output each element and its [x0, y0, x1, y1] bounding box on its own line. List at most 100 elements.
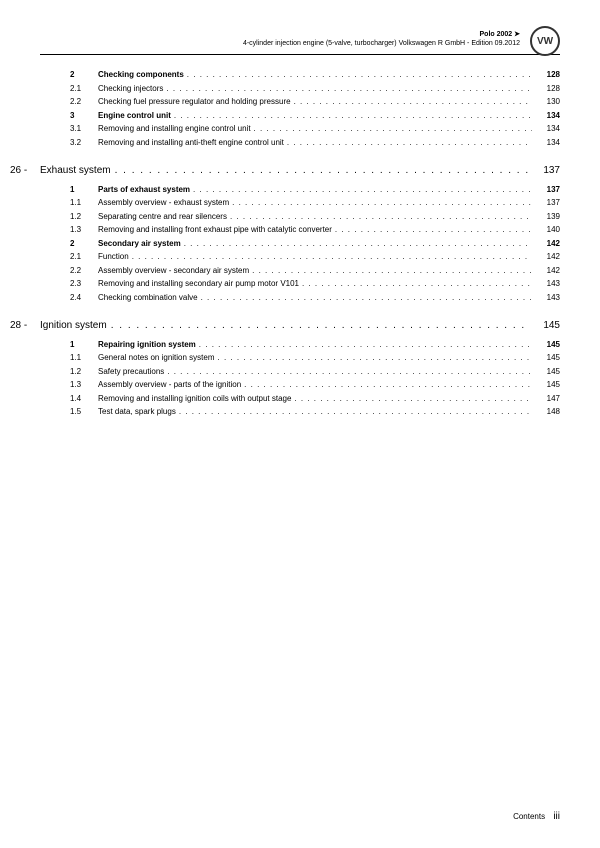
toc-row-dots: . . . . . . . . . . . . . . . . . . . . …	[287, 137, 532, 149]
toc-row-dots: . . . . . . . . . . . . . . . . . . . . …	[174, 110, 532, 122]
toc-row-page: 128	[532, 69, 560, 81]
toc-row-number: 1.1	[70, 197, 98, 209]
toc-chapter-header: 26 -Exhaust system. . . . . . . . . . . …	[10, 163, 560, 178]
toc-row-dots: . . . . . . . . . . . . . . . . . . . . …	[252, 265, 532, 277]
toc-row: 1Parts of exhaust system. . . . . . . . …	[70, 184, 560, 196]
toc-row-page: 145	[532, 366, 560, 378]
toc-row-title: Secondary air system	[98, 238, 184, 250]
toc-row-number: 1.5	[70, 406, 98, 418]
toc-row-number: 2	[70, 238, 98, 250]
toc-row-page: 142	[532, 251, 560, 263]
toc-row-dots: . . . . . . . . . . . . . . . . . . . . …	[199, 339, 532, 351]
chapter-number: 26 -	[10, 163, 40, 178]
toc-row-title: Function	[98, 251, 132, 263]
chapter-title: Ignition system	[40, 318, 111, 333]
toc-row-page: 137	[532, 197, 560, 209]
toc-row-page: 143	[532, 278, 560, 290]
toc-row-number: 1.3	[70, 224, 98, 236]
toc-row-page: 134	[532, 110, 560, 122]
toc-row-title: Removing and installing front exhaust pi…	[98, 224, 335, 236]
toc-row: 1Repairing ignition system. . . . . . . …	[70, 339, 560, 351]
toc-row: 1.3Assembly overview - parts of the igni…	[70, 379, 560, 391]
toc-row-title: Assembly overview - parts of the ignitio…	[98, 379, 244, 391]
toc-row-number: 1.2	[70, 366, 98, 378]
toc-row-title: Safety precautions	[98, 366, 167, 378]
toc-row-dots: . . . . . . . . . . . . . . . . . . . . …	[232, 197, 532, 209]
header-rule	[40, 54, 560, 55]
footer-page-number: iii	[553, 811, 560, 822]
toc-row: 1.3Removing and installing front exhaust…	[70, 224, 560, 236]
toc-row: 1.4Removing and installing ignition coil…	[70, 393, 560, 405]
toc-pre-rows: 2Checking components. . . . . . . . . . …	[70, 69, 560, 149]
toc-row-page: 145	[532, 339, 560, 351]
toc-row-number: 2.1	[70, 251, 98, 263]
toc-chapter-header: 28 -Ignition system. . . . . . . . . . .…	[10, 318, 560, 333]
toc-row: 1.5Test data, spark plugs. . . . . . . .…	[70, 406, 560, 418]
chapter-page: 145	[530, 318, 560, 333]
page-header: VW Polo 2002 ➤ 4-cylinder injection engi…	[40, 30, 560, 48]
toc-row: 2.1Checking injectors. . . . . . . . . .…	[70, 83, 560, 95]
chapter-number: 28 -	[10, 318, 40, 333]
toc-row-page: 143	[532, 292, 560, 304]
toc-row-dots: . . . . . . . . . . . . . . . . . . . . …	[201, 292, 532, 304]
toc-row-number: 1	[70, 339, 98, 351]
toc-row-title: Removing and installing ignition coils w…	[98, 393, 294, 405]
toc-row-title: Checking combination valve	[98, 292, 201, 304]
toc-row: 2.3Removing and installing secondary air…	[70, 278, 560, 290]
toc-row-title: General notes on ignition system	[98, 352, 218, 364]
toc-row-title: Parts of exhaust system	[98, 184, 193, 196]
chapter-dots: . . . . . . . . . . . . . . . . . . . . …	[111, 318, 530, 333]
toc-row-page: 140	[532, 224, 560, 236]
toc-row: 2.2Assembly overview - secondary air sys…	[70, 265, 560, 277]
toc-row-dots: . . . . . . . . . . . . . . . . . . . . …	[187, 69, 532, 81]
toc-row: 3Engine control unit. . . . . . . . . . …	[70, 110, 560, 122]
toc-row: 3.2Removing and installing anti-theft en…	[70, 137, 560, 149]
toc-row-title: Removing and installing secondary air pu…	[98, 278, 302, 290]
toc-row-title: Test data, spark plugs	[98, 406, 179, 418]
toc-row-dots: . . . . . . . . . . . . . . . . . . . . …	[294, 393, 532, 405]
toc-row: 1.1General notes on ignition system. . .…	[70, 352, 560, 364]
toc-row-title: Removing and installing anti-theft engin…	[98, 137, 287, 149]
toc-row-title: Checking fuel pressure regulator and hol…	[98, 96, 294, 108]
toc-row-title: Engine control unit	[98, 110, 174, 122]
vw-logo-text: VW	[537, 35, 553, 48]
toc-row-page: 142	[532, 265, 560, 277]
toc-row: 1.2Safety precautions. . . . . . . . . .…	[70, 366, 560, 378]
toc-row-number: 1	[70, 184, 98, 196]
toc-row-page: 137	[532, 184, 560, 196]
toc-row-dots: . . . . . . . . . . . . . . . . . . . . …	[294, 96, 532, 108]
toc-row-dots: . . . . . . . . . . . . . . . . . . . . …	[179, 406, 532, 418]
toc-row: 2Secondary air system. . . . . . . . . .…	[70, 238, 560, 250]
toc-row-page: 134	[532, 137, 560, 149]
chapter-dots: . . . . . . . . . . . . . . . . . . . . …	[115, 163, 530, 178]
toc-row-number: 3	[70, 110, 98, 122]
toc-row-number: 1.2	[70, 211, 98, 223]
page: VW Polo 2002 ➤ 4-cylinder injection engi…	[0, 0, 600, 848]
chapter-page: 137	[530, 163, 560, 178]
page-footer: Contents iii	[513, 811, 560, 822]
toc-row-dots: . . . . . . . . . . . . . . . . . . . . …	[244, 379, 532, 391]
toc-row-dots: . . . . . . . . . . . . . . . . . . . . …	[193, 184, 532, 196]
toc-row-page: 148	[532, 406, 560, 418]
toc-row-number: 2.3	[70, 278, 98, 290]
chapter-title: Exhaust system	[40, 163, 115, 178]
header-model: Polo 2002 ➤	[40, 30, 520, 39]
toc-row: 2Checking components. . . . . . . . . . …	[70, 69, 560, 81]
toc-chapter-rows: 1Parts of exhaust system. . . . . . . . …	[70, 184, 560, 304]
toc-row-title: Repairing ignition system	[98, 339, 199, 351]
toc-row-number: 2.4	[70, 292, 98, 304]
toc-row-number: 2.2	[70, 265, 98, 277]
toc-row: 2.2Checking fuel pressure regulator and …	[70, 96, 560, 108]
toc-row-dots: . . . . . . . . . . . . . . . . . . . . …	[254, 123, 532, 135]
toc-row-page: 128	[532, 83, 560, 95]
toc-row-number: 1.1	[70, 352, 98, 364]
toc-row-number: 3.2	[70, 137, 98, 149]
toc-chapter-rows: 1Repairing ignition system. . . . . . . …	[70, 339, 560, 419]
toc-row-title: Checking injectors	[98, 83, 166, 95]
toc-row-number: 3.1	[70, 123, 98, 135]
table-of-contents: 2Checking components. . . . . . . . . . …	[40, 69, 560, 418]
toc-row-dots: . . . . . . . . . . . . . . . . . . . . …	[335, 224, 532, 236]
toc-row-number: 2.2	[70, 96, 98, 108]
toc-row-page: 145	[532, 352, 560, 364]
toc-row-number: 2.1	[70, 83, 98, 95]
